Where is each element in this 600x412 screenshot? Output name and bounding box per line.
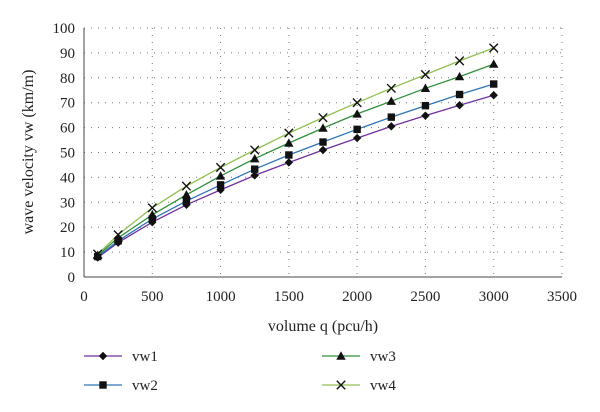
- y-tick-label: 20: [60, 220, 75, 236]
- data-point-vw1: [489, 91, 498, 100]
- legend: vw1 vw2 vw3 vw4: [84, 349, 396, 394]
- data-point-vw4: [147, 203, 157, 213]
- legend-item-vw2: vw2: [84, 378, 158, 394]
- data-point-vw1: [284, 158, 294, 167]
- data-point-vw1: [421, 111, 430, 120]
- data-point-vw4: [181, 181, 192, 191]
- axes: [83, 28, 562, 278]
- legend-marker: [98, 351, 108, 361]
- y-tick-labels: 0 10 20 30 40 50 60 70 80 90 100: [53, 21, 76, 286]
- data-point-vw1: [387, 122, 396, 131]
- x-tick-label: 1000: [206, 289, 236, 305]
- data-point-vw1: [352, 133, 362, 143]
- x-axis-label: volume q (pcu/h): [268, 318, 378, 335]
- series-line-vw1: [97, 94, 494, 259]
- y-tick-label: 40: [60, 170, 75, 186]
- data-point-vw2: [490, 80, 498, 88]
- x-tick-label: 2500: [410, 289, 440, 305]
- data-point-vw4: [113, 229, 123, 240]
- data-point-vw4: [318, 112, 328, 123]
- legend-label: vw1: [132, 349, 158, 365]
- data-point-vw3: [318, 123, 328, 132]
- x-tick-label: 3500: [547, 289, 577, 305]
- data-point-vw2: [285, 151, 293, 159]
- data-point-vw3: [489, 59, 499, 68]
- x-tick-label: 500: [141, 289, 164, 305]
- series-lines: [92, 43, 499, 262]
- legend-item-vw4: vw4: [322, 378, 396, 394]
- data-point-vw4: [420, 69, 431, 80]
- y-tick-label: 60: [60, 121, 75, 137]
- data-point-vw1: [318, 145, 328, 155]
- data-point-vw3: [420, 83, 431, 92]
- y-tick-label: 100: [53, 21, 76, 37]
- data-point-vw4: [352, 98, 362, 108]
- series-vw3: [92, 59, 499, 260]
- data-point-vw2: [353, 125, 361, 134]
- data-point-vw3: [386, 96, 396, 105]
- data-point-vw3: [181, 190, 192, 199]
- series-vw2: [93, 80, 498, 261]
- data-point-vw2: [387, 113, 395, 121]
- legend-marker: [99, 381, 107, 389]
- data-point-vw4: [215, 162, 226, 173]
- x-tick-label: 3000: [479, 289, 509, 305]
- legend-item-vw3: vw3: [322, 349, 396, 365]
- x-tick-labels: 0 500 1000 1500 2000 2500 3000 3500: [80, 289, 577, 305]
- data-point-vw4: [386, 83, 396, 93]
- legend-label: vw4: [370, 378, 396, 394]
- data-point-vw2: [319, 138, 327, 146]
- x-tick-label: 0: [80, 289, 88, 305]
- data-point-vw2: [148, 215, 156, 223]
- data-point-vw2: [251, 165, 259, 173]
- legend-marker: [336, 380, 346, 390]
- data-point-vw4: [284, 128, 294, 138]
- data-point-vw4: [454, 56, 465, 66]
- y-tick-label: 50: [60, 146, 75, 162]
- y-tick-label: 90: [60, 46, 75, 62]
- data-point-vw3: [147, 210, 157, 219]
- x-tick-label: 1500: [274, 289, 304, 305]
- data-point-vw2: [421, 101, 430, 110]
- y-axis-label: wave velocity vw (km/m): [20, 70, 37, 235]
- series-vw1: [93, 91, 498, 262]
- data-point-vw3: [352, 109, 362, 118]
- data-point-vw3: [250, 154, 260, 163]
- y-tick-label: 0: [68, 270, 76, 286]
- y-tick-label: 70: [60, 96, 75, 112]
- series-line-vw4: [97, 47, 494, 255]
- legend-label: vw3: [370, 349, 396, 365]
- data-point-vw4: [489, 43, 499, 53]
- data-point-vw4: [92, 249, 103, 259]
- data-point-vw3: [284, 138, 294, 147]
- x-tick-label: 2000: [342, 289, 372, 305]
- data-point-vw3: [215, 171, 226, 180]
- y-tick-label: 10: [60, 245, 75, 261]
- data-point-vw2: [455, 90, 464, 99]
- legend-item-vw1: vw1: [84, 349, 158, 365]
- data-point-vw1: [455, 100, 464, 110]
- data-point-vw2: [216, 181, 225, 189]
- series-line-vw2: [97, 83, 494, 258]
- y-tick-label: 30: [60, 195, 75, 211]
- legend-label: vw2: [132, 378, 158, 394]
- y-tick-label: 80: [60, 71, 75, 87]
- series-vw4: [92, 43, 499, 259]
- data-point-vw1: [250, 171, 259, 180]
- data-point-vw2: [182, 197, 191, 205]
- data-point-vw3: [113, 233, 123, 242]
- data-point-vw3: [454, 71, 465, 81]
- data-point-vw4: [250, 145, 260, 155]
- legend-marker: [336, 351, 346, 360]
